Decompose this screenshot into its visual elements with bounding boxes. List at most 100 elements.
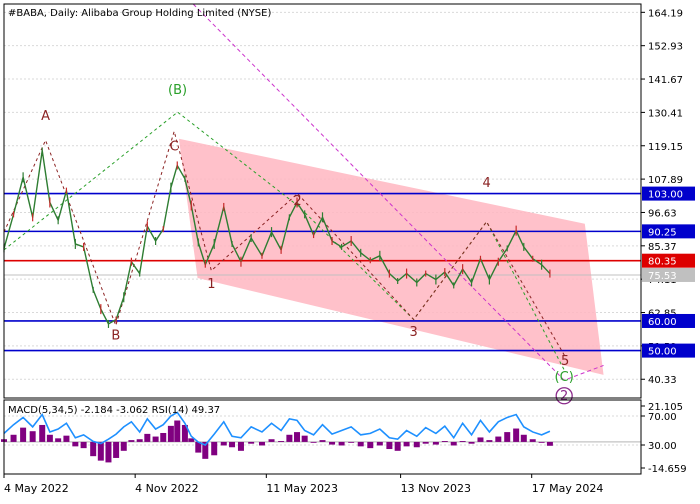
macd-bar xyxy=(167,425,174,442)
macd-bar xyxy=(202,441,209,459)
macd-bar xyxy=(46,434,53,442)
macd-bar xyxy=(278,441,285,442)
price-tick-label: 85.37 xyxy=(648,242,677,253)
macd-bar xyxy=(310,441,317,443)
price-level-label: 103.00 xyxy=(648,190,683,201)
macd-bar xyxy=(376,441,383,446)
wave-label: 3 xyxy=(410,325,418,340)
macd-bar xyxy=(248,441,255,444)
price-level-tag xyxy=(642,186,695,201)
wave-label: 1 xyxy=(207,277,215,292)
macd-bar xyxy=(357,441,364,447)
macd-bar xyxy=(160,432,167,442)
wave-label: 4 xyxy=(482,176,490,191)
wave-label-circle xyxy=(555,387,573,405)
macd-bar xyxy=(144,433,151,442)
macd-bar xyxy=(513,428,520,442)
macd-bar xyxy=(258,441,265,446)
macd-bar xyxy=(268,439,275,442)
wave-labels: A B (B) C 1 2 3 4 5(C) 2 xyxy=(41,83,574,405)
purple-trendline xyxy=(192,3,604,381)
price-tick-label: 96.63 xyxy=(648,208,677,219)
price-level-label: 80.35 xyxy=(648,257,677,268)
macd-bar xyxy=(72,441,79,447)
price-tick-label: 152.93 xyxy=(648,42,683,53)
macd-bar xyxy=(459,441,466,442)
macd-bar xyxy=(394,441,401,451)
macd-bar xyxy=(20,427,27,442)
macd-bar xyxy=(477,437,484,442)
wave-paths xyxy=(3,111,566,371)
price-level-label: 90.25 xyxy=(648,227,677,238)
macd-bar xyxy=(319,440,326,442)
x-axis: 4 May 2022 4 Nov 2022 11 May 2023 13 Nov 20… xyxy=(3,474,604,495)
price-y-axis: 164.19 152.93 141.67 130.41 119.15 107.89 96.6… xyxy=(641,8,695,386)
indicator-tick-label: 30.00 xyxy=(648,441,677,452)
wave-path xyxy=(3,111,565,371)
macd-bar xyxy=(301,435,308,442)
macd-bar xyxy=(181,424,188,442)
indicator-tick-label: 21.105 xyxy=(648,402,683,413)
price-level-tag xyxy=(642,224,695,239)
macd-bar xyxy=(136,439,143,442)
macd-bar xyxy=(97,441,104,461)
macd-bar xyxy=(546,441,553,446)
macd-bar xyxy=(495,436,502,442)
macd-bar xyxy=(329,441,336,445)
x-tick-label: 4 Nov 2022 xyxy=(135,482,198,495)
indicator-label: MACD(5,34,5) -2.184 -3.062 RSI(14) 49.37 xyxy=(8,405,220,416)
macd-bar xyxy=(294,432,301,442)
macd-bar xyxy=(152,436,159,442)
price-tick-label: 164.19 xyxy=(648,8,683,19)
macd-bar xyxy=(113,441,120,458)
macd-bar xyxy=(211,441,218,456)
macd-bar xyxy=(468,441,475,444)
x-tick-label: 13 Nov 2023 xyxy=(401,482,471,495)
rsi-line xyxy=(3,411,551,446)
macd-bar xyxy=(63,435,70,442)
macd-bar xyxy=(413,441,420,448)
macd-bar xyxy=(174,420,181,442)
price-tick-label: 130.41 xyxy=(648,108,683,119)
price-series-path xyxy=(3,149,551,325)
macd-bar xyxy=(450,441,457,446)
rsi-series-path xyxy=(3,411,551,446)
price-tick-label: 141.67 xyxy=(648,75,683,86)
current-price-tag xyxy=(642,267,695,282)
x-tick-label: 17 May 2024 xyxy=(532,482,604,495)
price-level-tag xyxy=(642,343,695,358)
macd-bar xyxy=(188,438,195,442)
macd-bar xyxy=(441,441,448,442)
wave-label: 5 xyxy=(561,354,569,369)
macd-bar xyxy=(220,441,227,446)
macd-bar xyxy=(237,441,244,451)
wave-label: 2 xyxy=(293,194,301,209)
price-tick-label: 40.33 xyxy=(648,375,677,386)
macd-bar xyxy=(90,441,97,457)
price-tick-label: 107.89 xyxy=(648,175,683,186)
wave-label: A xyxy=(41,109,50,124)
macd-bar xyxy=(520,434,527,442)
indicator-tick-label: 70.00 xyxy=(648,412,677,423)
macd-bar xyxy=(39,424,46,442)
current-price-label: 75.53 xyxy=(648,271,677,282)
macd-bar xyxy=(348,441,355,443)
macd-bar xyxy=(432,441,439,445)
price-channel xyxy=(178,138,604,375)
price-channel-band xyxy=(178,138,604,375)
macd-bar xyxy=(422,441,429,444)
price-level-tag xyxy=(642,313,695,328)
macd-bar xyxy=(29,431,36,442)
x-tick-label: 4 May 2022 xyxy=(4,482,69,495)
wave-label: C xyxy=(170,139,179,154)
macd-bar xyxy=(229,441,236,448)
wave-label: B xyxy=(111,328,120,343)
macd-bar xyxy=(195,441,202,453)
x-tick-label: 11 May 2023 xyxy=(266,482,338,495)
macd-histogram xyxy=(1,420,553,463)
price-level-tag xyxy=(642,253,695,268)
macd-bar xyxy=(538,441,545,443)
